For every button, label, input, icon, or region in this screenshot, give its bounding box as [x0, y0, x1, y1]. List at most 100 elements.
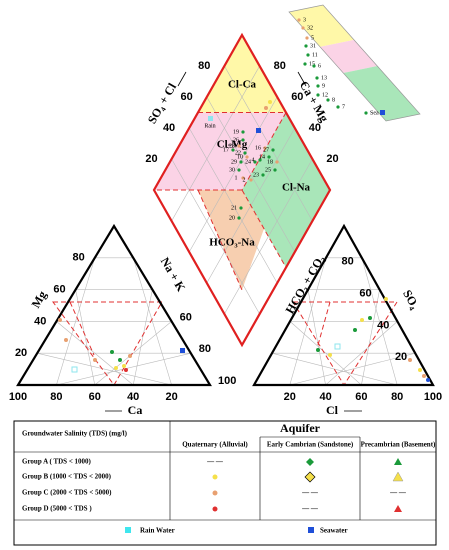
inset-point-label: 8: [332, 97, 335, 103]
legend-sea: Seawater: [320, 527, 348, 535]
diamond-point-label: 25: [265, 167, 271, 173]
diamond-marker: [249, 178, 253, 182]
diamond-point-label: 23: [253, 172, 259, 178]
triangle-grid: [361, 289, 380, 386]
diamond-marker: [264, 106, 268, 110]
diamond-marker: [268, 100, 272, 104]
legend-marker: [394, 505, 402, 512]
tick-label: 80: [199, 343, 211, 355]
diamond-point-label: 10: [237, 154, 243, 160]
triangle-divider: [69, 301, 95, 356]
sample-marker: [58, 318, 62, 322]
sample-marker: [418, 368, 422, 372]
diamond-point-label: 22: [235, 150, 241, 156]
legend-row: Group A ( TDS < 1000): [22, 458, 92, 466]
diamond-marker: [263, 146, 267, 150]
diamond-marker: [253, 160, 257, 164]
diamond-marker: [237, 168, 241, 172]
legend-column: Early Cambrian (Sandstone): [267, 441, 354, 449]
legend-row: Group D (5000 < TDS ): [22, 505, 92, 513]
tick-label: 20: [165, 391, 177, 403]
legend-row: Group C (2000 < TDS < 5000): [22, 489, 112, 497]
sample-marker: [426, 378, 430, 382]
legend-marker: [394, 458, 402, 465]
inset-point-label: 6: [318, 63, 321, 69]
axis-arrow: [297, 71, 307, 87]
tick-label: 80: [391, 391, 403, 403]
legend-dash: — —: [389, 489, 407, 497]
triangle-grid: [132, 289, 153, 386]
diamond-point-label: 2: [243, 177, 246, 183]
sample-marker: [118, 358, 122, 362]
triangle-grid: [94, 321, 172, 386]
diamond-point-label: 30: [229, 167, 235, 173]
triangle-frame: [16, 223, 212, 387]
diamond-point-label: 21: [231, 205, 237, 211]
inset-marker: [301, 26, 305, 30]
inset-marker: [316, 93, 320, 97]
diamond-marker: [261, 173, 265, 177]
seawater-marker: [180, 348, 185, 353]
legend-dash: — —: [301, 505, 319, 513]
sample-marker: [64, 338, 68, 342]
inset-point-label: 15: [309, 61, 315, 67]
diamond-marker: [267, 155, 271, 159]
triangle-grid: [307, 289, 326, 386]
triangle-grid: [37, 352, 172, 386]
diamond-tick-label: 80: [198, 60, 210, 72]
diamond-point-label: 28: [229, 143, 235, 149]
diamond-marker: [241, 130, 245, 134]
diamond-marker: [275, 160, 279, 164]
triangle-grid: [289, 321, 362, 386]
diamond-point-label: 16: [255, 145, 261, 151]
inset-band: [289, 5, 355, 47]
legend-row: Group B (1000 < TDS < 2000): [22, 473, 112, 481]
sample-marker: [422, 374, 426, 378]
triangle-grid: [75, 289, 96, 386]
legend-marker: [304, 471, 316, 483]
diamond-grid: [171, 65, 260, 222]
inset-point-label: 5: [311, 35, 314, 41]
inset-band: [320, 39, 378, 74]
legend-dash: — —: [206, 458, 224, 466]
sample-marker: [408, 358, 412, 362]
diamond-marker: [258, 158, 262, 162]
tick-label: 20: [395, 351, 407, 363]
rain-marker: [334, 343, 341, 350]
region-label: Cl-Na: [282, 182, 311, 194]
seawater-marker: [256, 128, 261, 133]
legend-marker: [306, 458, 314, 466]
diamond-tick-label: 60: [181, 91, 193, 103]
diamond-tick-label: 20: [326, 153, 338, 165]
legend-marker: [212, 474, 218, 480]
diamond-point-label: 26: [233, 137, 239, 143]
diamond-divider: [241, 112, 287, 191]
diamond-divider: [197, 189, 243, 291]
tick-label: 20: [284, 391, 296, 403]
diamond-tick-label: 40: [309, 122, 321, 134]
sample-marker: [128, 354, 132, 358]
inset-band: [343, 66, 420, 121]
diamond-marker: [241, 176, 245, 180]
triangle-divider: [52, 301, 163, 386]
diamond-point-label: 17: [223, 147, 229, 153]
tick-label: 60: [359, 288, 371, 300]
diamond-point-label: 24: [245, 159, 251, 165]
rain-marker: [71, 366, 78, 373]
diamond-point-label: 14: [259, 154, 265, 160]
inset-point-label: Sea: [370, 110, 379, 116]
inset-marker: [316, 84, 320, 88]
legend-column: Precambrian (Basement): [361, 441, 436, 449]
seawater-marker: [380, 110, 385, 115]
diamond-marker: [239, 206, 243, 210]
legend-column: Quaternary (Alluvial): [182, 441, 248, 449]
inset-point-label: 11: [312, 52, 318, 58]
diamond-point-label: 27: [263, 147, 269, 153]
tick-label: 80: [50, 391, 62, 403]
inset-point-label: 9: [322, 83, 325, 89]
diamond-marker: [237, 144, 241, 148]
rain-marker: [208, 116, 213, 121]
triangle-grid: [289, 352, 416, 386]
legend-frame: [13, 420, 437, 546]
